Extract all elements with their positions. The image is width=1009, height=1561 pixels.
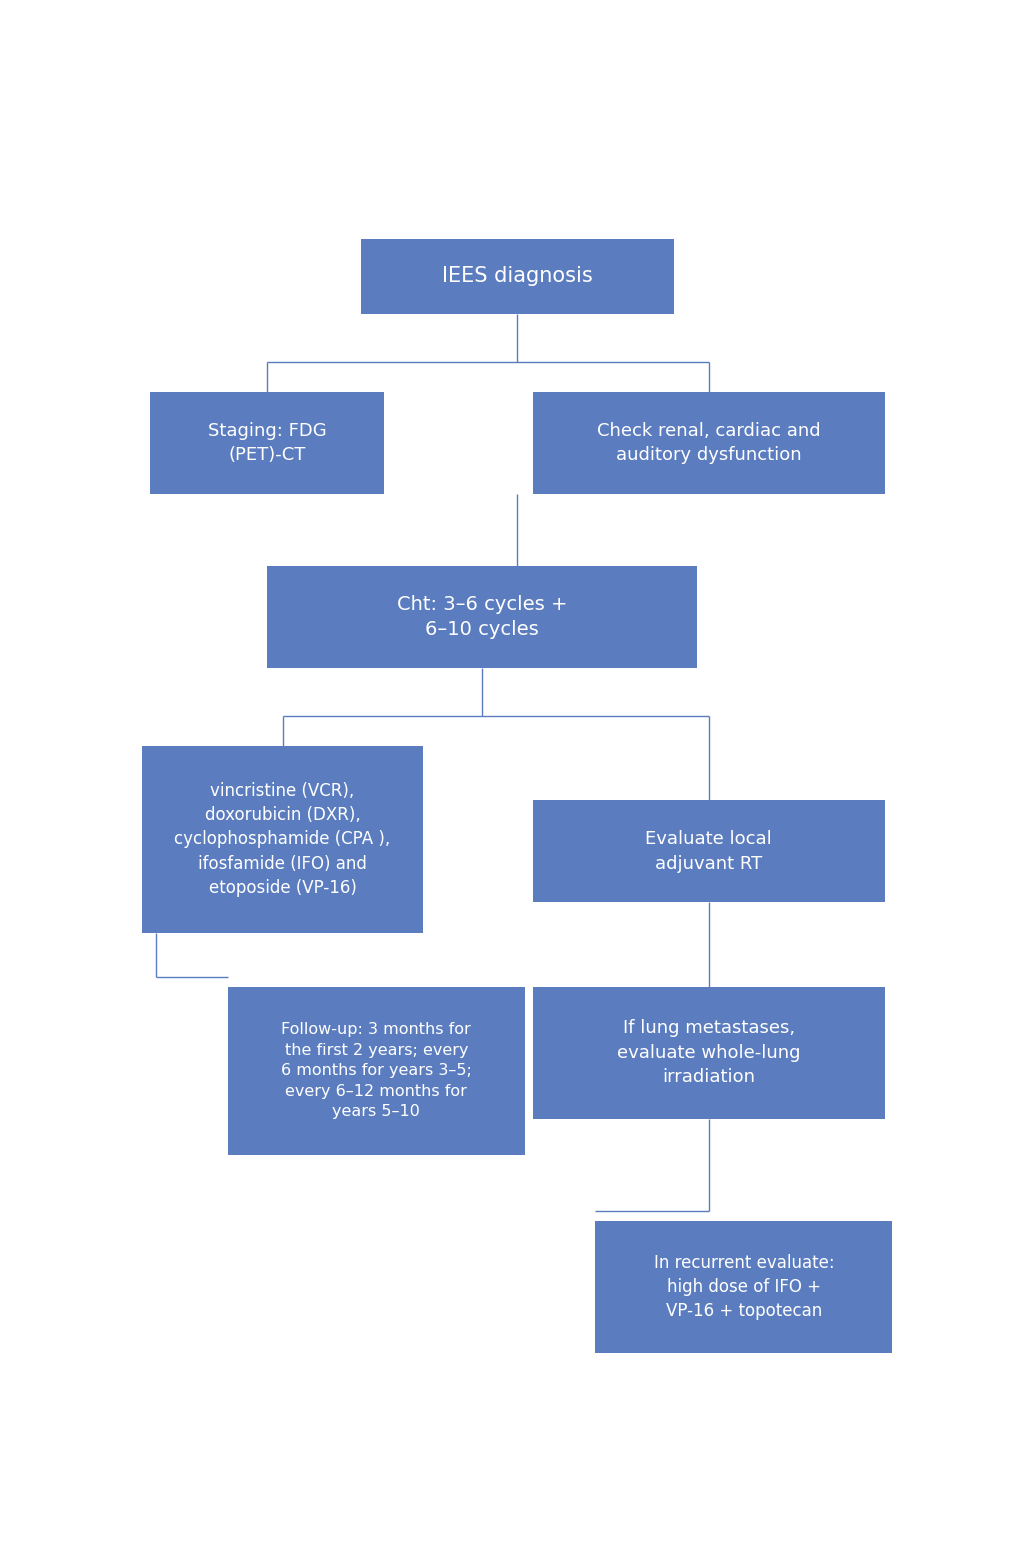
- Text: In recurrent evaluate:
high dose of IFO +
VP-16 + topotecan: In recurrent evaluate: high dose of IFO …: [654, 1253, 834, 1321]
- FancyBboxPatch shape: [141, 746, 424, 932]
- Text: If lung metastases,
evaluate whole-lung
irradiation: If lung metastases, evaluate whole-lung …: [616, 1019, 800, 1086]
- Text: Cht: 3–6 cycles +
6–10 cycles: Cht: 3–6 cycles + 6–10 cycles: [397, 595, 567, 640]
- FancyBboxPatch shape: [361, 239, 673, 314]
- Text: Evaluate local
adjuvant RT: Evaluate local adjuvant RT: [646, 830, 772, 873]
- Text: Check renal, cardiac and
auditory dysfunction: Check renal, cardiac and auditory dysfun…: [597, 421, 820, 464]
- Text: Follow-up: 3 months for
the first 2 years; every
6 months for years 3–5;
every 6: Follow-up: 3 months for the first 2 year…: [281, 1022, 472, 1119]
- FancyBboxPatch shape: [595, 1221, 892, 1353]
- Text: Staging: FDG
(PET)-CT: Staging: FDG (PET)-CT: [208, 421, 326, 464]
- FancyBboxPatch shape: [228, 987, 525, 1155]
- FancyBboxPatch shape: [533, 801, 885, 902]
- Text: vincristine (VCR),
doxorubicin (DXR),
cyclophosphamide (CPA ),
ifosfamide (IFO) : vincristine (VCR), doxorubicin (DXR), cy…: [175, 782, 390, 898]
- FancyBboxPatch shape: [533, 987, 885, 1119]
- FancyBboxPatch shape: [149, 392, 384, 493]
- FancyBboxPatch shape: [533, 392, 885, 493]
- FancyBboxPatch shape: [266, 567, 697, 668]
- Text: IEES diagnosis: IEES diagnosis: [442, 267, 592, 286]
